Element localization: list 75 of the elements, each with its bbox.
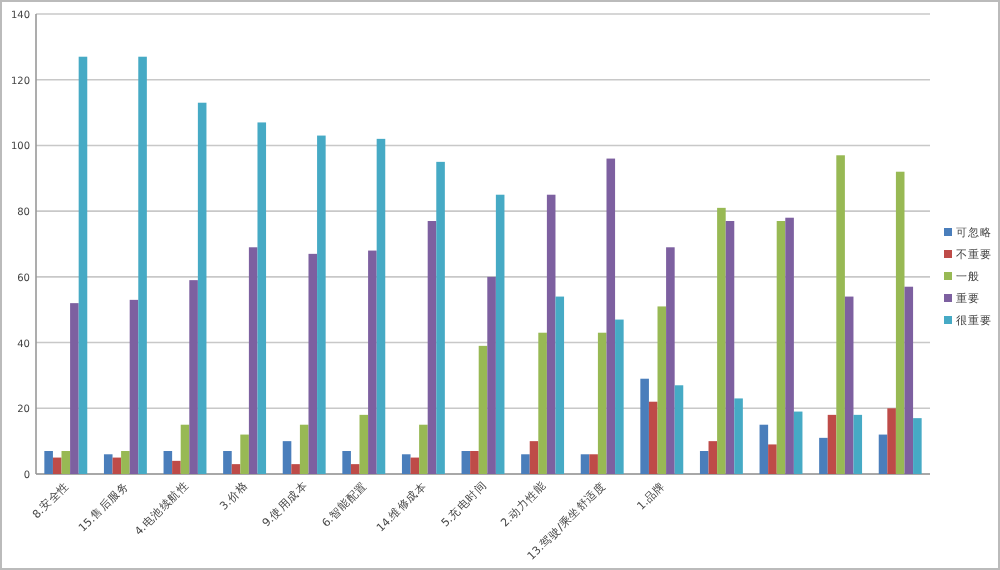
bar bbox=[606, 158, 616, 474]
bar bbox=[257, 122, 267, 474]
bar bbox=[299, 424, 309, 474]
bar bbox=[368, 250, 377, 474]
bar bbox=[487, 276, 496, 474]
bar bbox=[282, 441, 292, 474]
bar bbox=[342, 451, 351, 474]
bar bbox=[52, 457, 62, 474]
bar bbox=[546, 194, 556, 474]
bar bbox=[138, 56, 147, 474]
bar bbox=[717, 207, 726, 474]
bar bbox=[759, 424, 769, 474]
bar bbox=[308, 253, 318, 474]
bar bbox=[70, 303, 79, 474]
bar bbox=[163, 451, 173, 474]
bar bbox=[904, 286, 914, 474]
bar bbox=[103, 454, 113, 474]
bar bbox=[827, 414, 837, 474]
bar bbox=[240, 434, 249, 474]
bar bbox=[666, 247, 675, 474]
bar bbox=[580, 454, 590, 474]
bar bbox=[350, 464, 360, 474]
bar bbox=[887, 408, 896, 474]
bar bbox=[189, 280, 198, 474]
bar bbox=[640, 378, 649, 474]
bar bbox=[61, 451, 71, 474]
bar bbox=[112, 457, 122, 474]
bar bbox=[410, 457, 420, 474]
bar bbox=[768, 444, 777, 474]
bar bbox=[708, 441, 718, 474]
bar bbox=[878, 434, 888, 474]
bar bbox=[223, 451, 232, 474]
bar bbox=[538, 332, 547, 474]
bar bbox=[913, 418, 922, 474]
bar bbox=[470, 451, 479, 474]
bar bbox=[121, 451, 130, 474]
bar bbox=[231, 464, 241, 474]
bar bbox=[172, 460, 181, 474]
bar bbox=[844, 296, 854, 474]
bar bbox=[521, 454, 530, 474]
bar bbox=[648, 401, 658, 474]
bar bbox=[401, 454, 411, 474]
bar bbox=[555, 296, 565, 474]
bar bbox=[529, 441, 539, 474]
bar bbox=[699, 451, 709, 474]
bar bbox=[129, 299, 139, 474]
bar bbox=[853, 414, 863, 474]
bar bbox=[836, 155, 845, 474]
bar bbox=[674, 385, 684, 474]
bar bbox=[478, 345, 488, 474]
bar bbox=[495, 194, 505, 474]
bar bbox=[359, 414, 369, 474]
bar bbox=[776, 221, 786, 474]
bar bbox=[291, 464, 300, 474]
bar bbox=[589, 454, 598, 474]
bar bbox=[317, 135, 326, 474]
bar bbox=[461, 451, 471, 474]
bar bbox=[436, 161, 445, 474]
bar bbox=[725, 221, 735, 474]
bar bbox=[597, 332, 607, 474]
bar bbox=[615, 319, 624, 474]
bar bbox=[657, 306, 667, 474]
bar bbox=[819, 437, 828, 474]
bar bbox=[785, 217, 794, 474]
bar bbox=[734, 398, 743, 474]
bar bbox=[44, 451, 53, 474]
bar bbox=[248, 247, 258, 474]
bar bbox=[895, 171, 905, 474]
bar bbox=[793, 411, 803, 474]
bar bbox=[197, 102, 207, 474]
bar bbox=[376, 138, 386, 474]
bar bbox=[419, 424, 428, 474]
bar bbox=[78, 56, 88, 474]
bar bbox=[427, 221, 437, 474]
bar bbox=[180, 424, 190, 474]
